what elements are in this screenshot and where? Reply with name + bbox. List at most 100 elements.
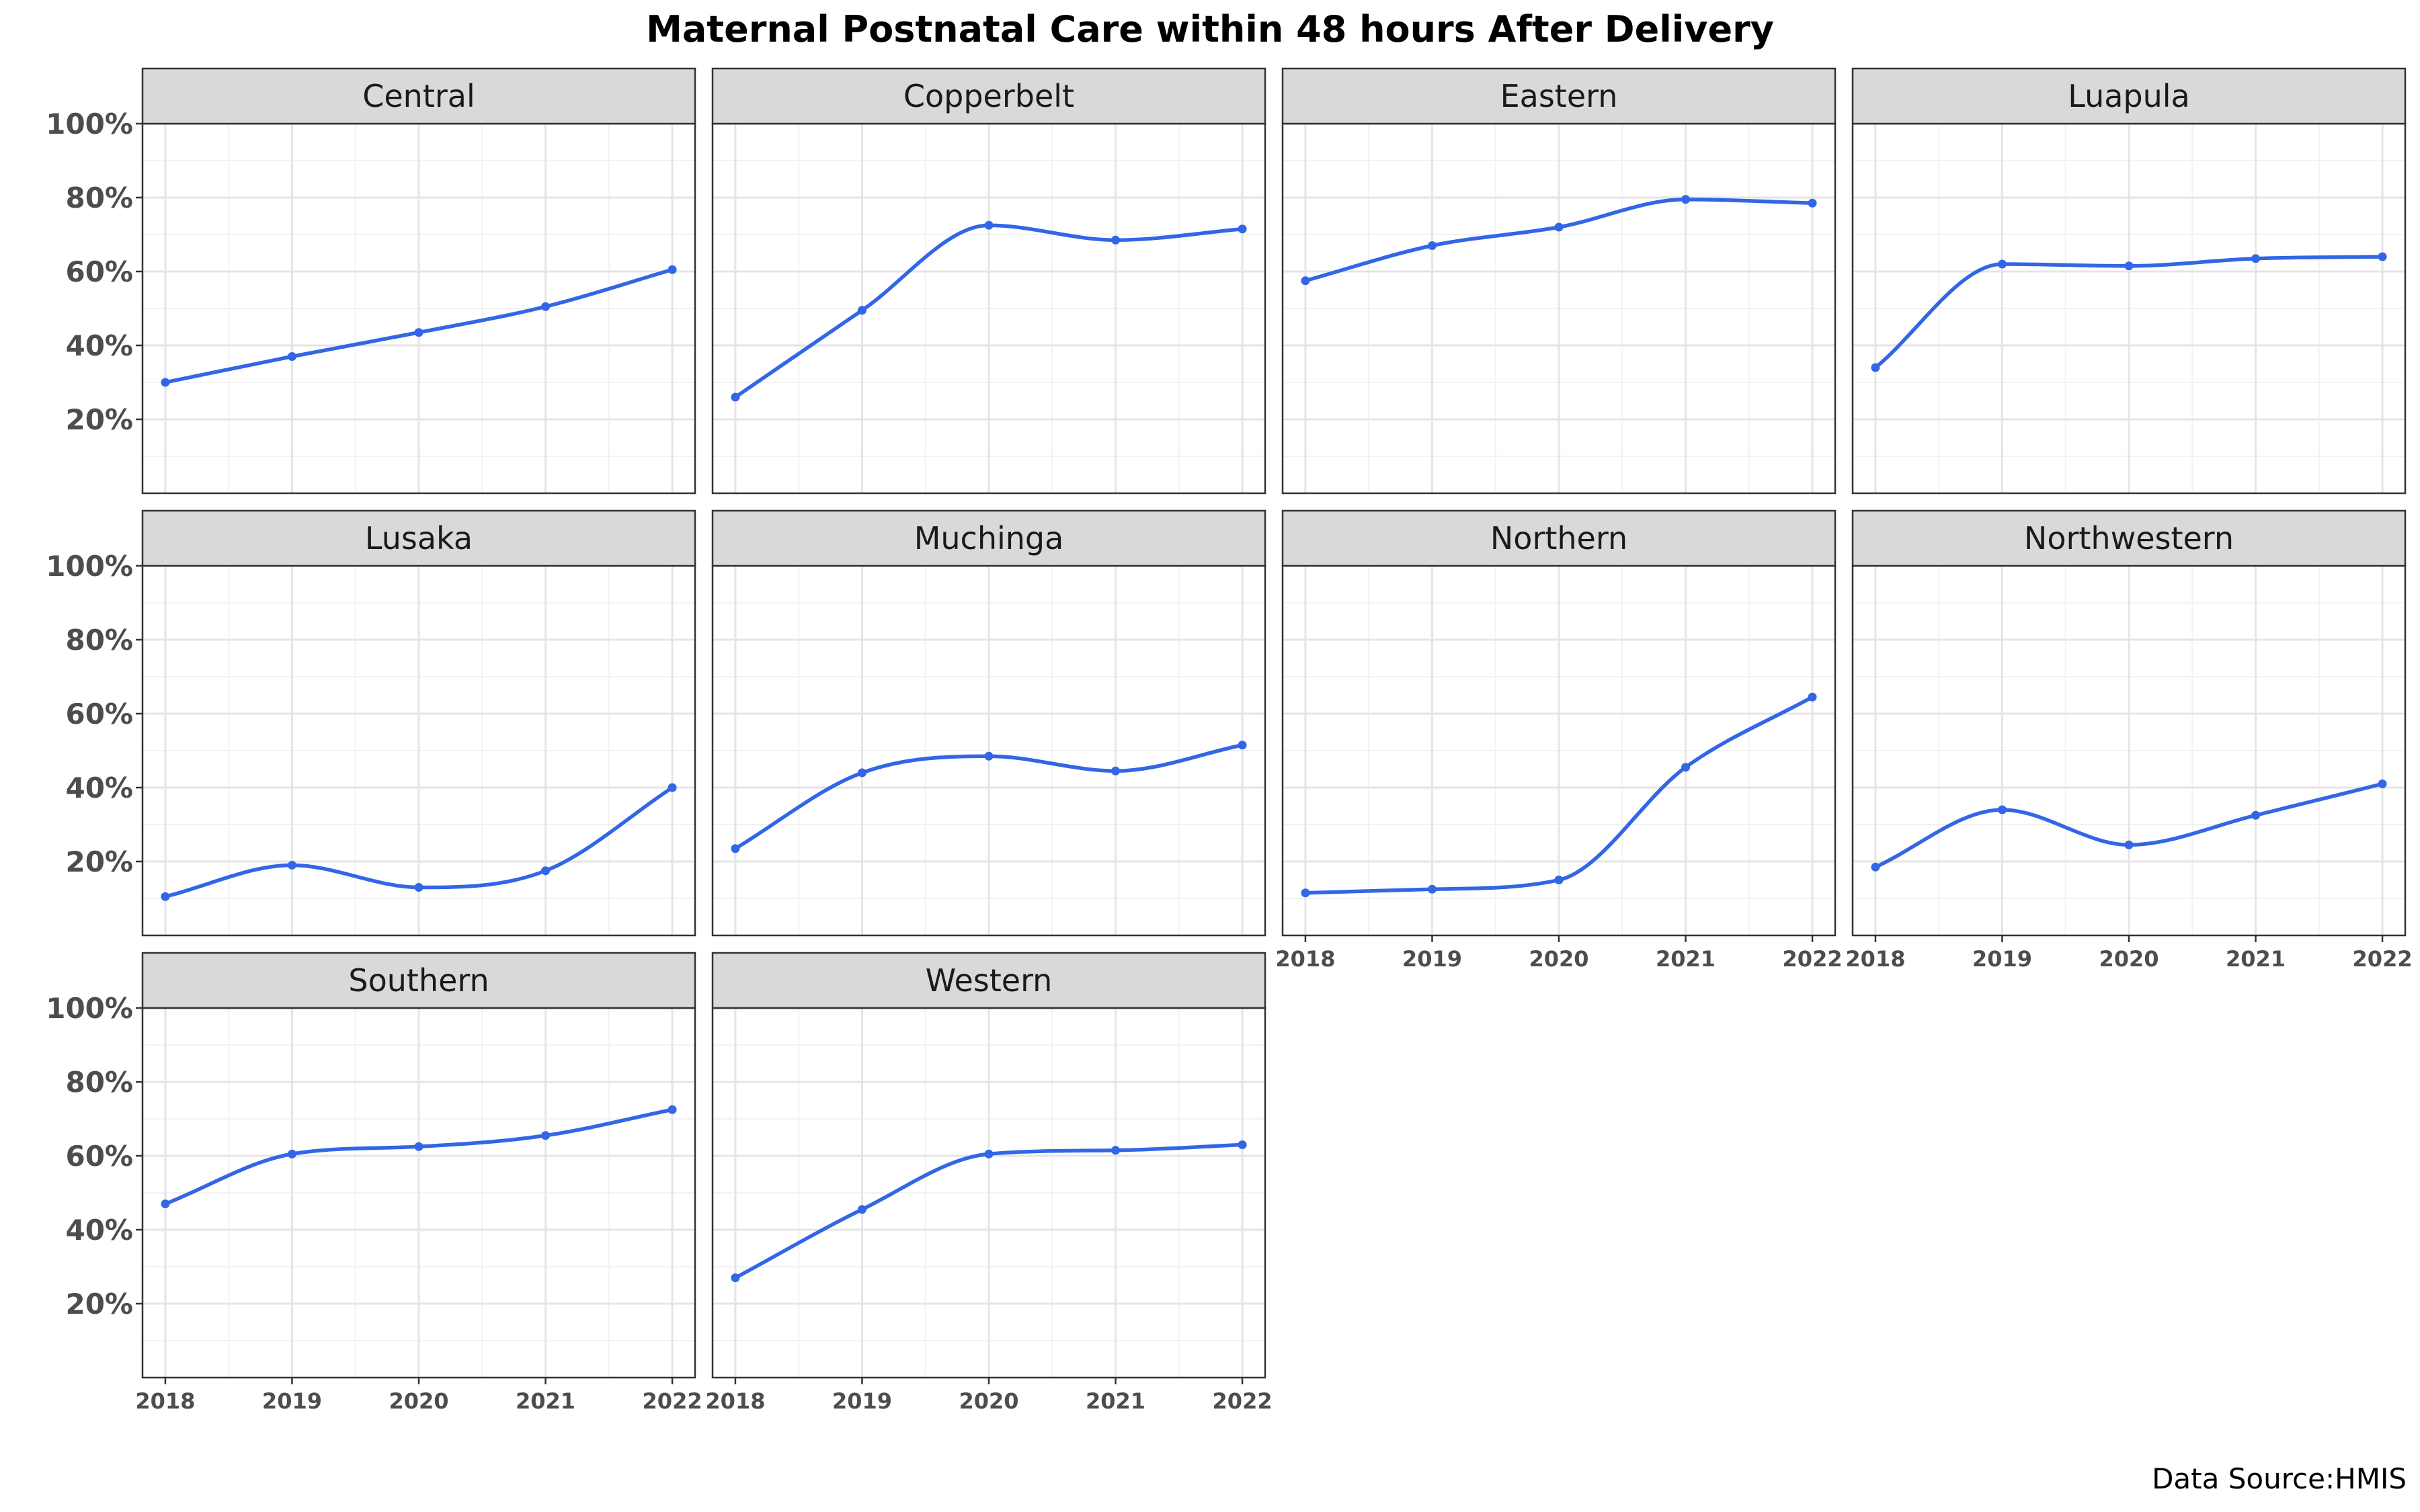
facet-strip-muchinga — [711, 509, 1266, 567]
data-point-southern-2022 — [668, 1105, 677, 1114]
data-point-muchinga-2021 — [1111, 766, 1121, 775]
data-point-muchinga-2022 — [1238, 741, 1247, 750]
facet-strip-lusaka — [141, 509, 696, 567]
data-point-northern-2018 — [1301, 888, 1310, 898]
y-tick-label: 40% — [65, 329, 133, 362]
y-tick-label: 80% — [65, 181, 133, 214]
data-point-northwestern-2018 — [1871, 862, 1880, 872]
x-tick-label: 2019 — [832, 1388, 892, 1414]
y-tick-label: 20% — [65, 845, 133, 878]
data-point-central-2018 — [161, 378, 170, 387]
x-tick-label: 2020 — [2099, 946, 2159, 972]
data-point-eastern-2018 — [1301, 276, 1310, 286]
series-line-northern — [1303, 695, 1814, 895]
data-point-lusaka-2018 — [161, 892, 170, 901]
data-point-luapula-2018 — [1871, 363, 1880, 372]
data-point-copperbelt-2020 — [984, 220, 994, 230]
data-point-northwestern-2022 — [2378, 780, 2387, 788]
x-tick-label: 2021 — [2226, 946, 2286, 972]
y-tick-label: 100% — [46, 550, 133, 583]
y-tick-label: 60% — [65, 698, 133, 730]
x-tick-label: 2018 — [705, 1388, 765, 1414]
facet-strip-northwestern — [1851, 509, 2407, 567]
y-tick-label: 40% — [65, 771, 133, 804]
facet-label-southern: Southern — [348, 962, 489, 999]
x-tick-label: 2021 — [516, 1388, 575, 1414]
data-point-western-2021 — [1111, 1146, 1121, 1155]
facet-label-northern: Northern — [1490, 520, 1627, 556]
facet-strip-eastern — [1281, 67, 1837, 125]
chart-title: Maternal Postnatal Care within 48 hours … — [646, 8, 1774, 50]
x-tick-label: 2018 — [135, 1388, 195, 1414]
data-point-copperbelt-2019 — [857, 306, 866, 315]
data-point-luapula-2021 — [2251, 254, 2261, 263]
y-tick-label: 20% — [65, 403, 133, 436]
y-tick-label: 40% — [65, 1214, 133, 1247]
x-tick-label: 2022 — [2353, 946, 2413, 972]
data-point-lusaka-2022 — [668, 783, 677, 792]
x-tick-label: 2020 — [1529, 946, 1588, 972]
data-point-eastern-2020 — [1554, 222, 1564, 232]
facet-strip-southern — [141, 952, 696, 1009]
x-tick-label: 2020 — [389, 1388, 448, 1414]
facet-label-eastern: Eastern — [1500, 78, 1618, 114]
facet-strip-luapula — [1851, 67, 2407, 125]
facet-label-copperbelt: Copperbelt — [903, 78, 1074, 114]
x-tick-label: 2019 — [262, 1388, 322, 1414]
y-tick-label: 80% — [65, 1066, 133, 1099]
x-tick-label: 2019 — [1402, 946, 1462, 972]
x-tick-label: 2019 — [1972, 946, 2032, 972]
series-line-luapula — [1873, 255, 2384, 370]
y-tick-label: 100% — [46, 992, 133, 1025]
y-tick-label: 100% — [46, 108, 133, 140]
facet-label-muchinga: Muchinga — [914, 520, 1064, 556]
x-tick-label: 2021 — [1086, 1388, 1145, 1414]
data-point-northern-2022 — [1808, 692, 1817, 702]
data-point-luapula-2020 — [2124, 261, 2134, 271]
data-source-caption: Data Source:HMIS — [2152, 1462, 2407, 1495]
data-point-muchinga-2019 — [857, 768, 866, 778]
data-point-muchinga-2018 — [731, 844, 740, 853]
data-point-eastern-2021 — [1681, 195, 1691, 204]
facet-label-central: Central — [362, 78, 475, 114]
data-point-lusaka-2019 — [287, 861, 296, 870]
data-point-northern-2019 — [1427, 884, 1437, 894]
facet-label-lusaka: Lusaka — [365, 520, 473, 556]
data-point-western-2018 — [731, 1273, 740, 1282]
y-tick-label: 60% — [65, 1140, 133, 1173]
data-point-copperbelt-2021 — [1111, 235, 1121, 245]
data-point-northwestern-2019 — [1997, 805, 2007, 814]
data-point-eastern-2019 — [1427, 241, 1437, 250]
facet-strip-western — [711, 952, 1266, 1009]
data-point-central-2021 — [541, 302, 551, 311]
data-point-luapula-2019 — [1997, 259, 2007, 269]
x-tick-label: 2018 — [1845, 946, 1905, 972]
facet-panels: Central 20% 40% 60% 80% 100% Copperbelt Eastern… — [46, 67, 2413, 1414]
data-point-northern-2021 — [1681, 763, 1691, 772]
facet-strip-copperbelt — [711, 67, 1266, 125]
data-point-western-2020 — [984, 1149, 994, 1159]
data-point-southern-2018 — [161, 1200, 170, 1208]
data-point-northern-2020 — [1554, 876, 1564, 884]
facet-strip-central — [141, 67, 696, 125]
facet-label-northwestern: Northwestern — [2024, 520, 2234, 556]
data-point-western-2019 — [857, 1205, 866, 1214]
x-tick-label: 2022 — [643, 1388, 702, 1414]
data-point-northwestern-2020 — [2124, 840, 2134, 849]
data-point-luapula-2022 — [2378, 252, 2387, 261]
data-point-central-2019 — [287, 352, 296, 361]
data-point-copperbelt-2022 — [1238, 224, 1247, 234]
facet-label-luapula: Luapula — [2068, 78, 2189, 114]
data-point-southern-2019 — [287, 1149, 296, 1159]
data-point-lusaka-2021 — [541, 866, 551, 876]
y-tick-label: 20% — [65, 1288, 133, 1320]
y-tick-label: 60% — [65, 255, 133, 288]
data-point-southern-2021 — [541, 1131, 551, 1140]
data-point-muchinga-2020 — [984, 751, 994, 761]
facet-label-western: Western — [926, 962, 1053, 999]
data-point-northwestern-2021 — [2251, 810, 2261, 820]
series-line-copperbelt — [733, 223, 1244, 399]
x-tick-label: 2020 — [959, 1388, 1018, 1414]
x-tick-label: 2018 — [1275, 946, 1335, 972]
